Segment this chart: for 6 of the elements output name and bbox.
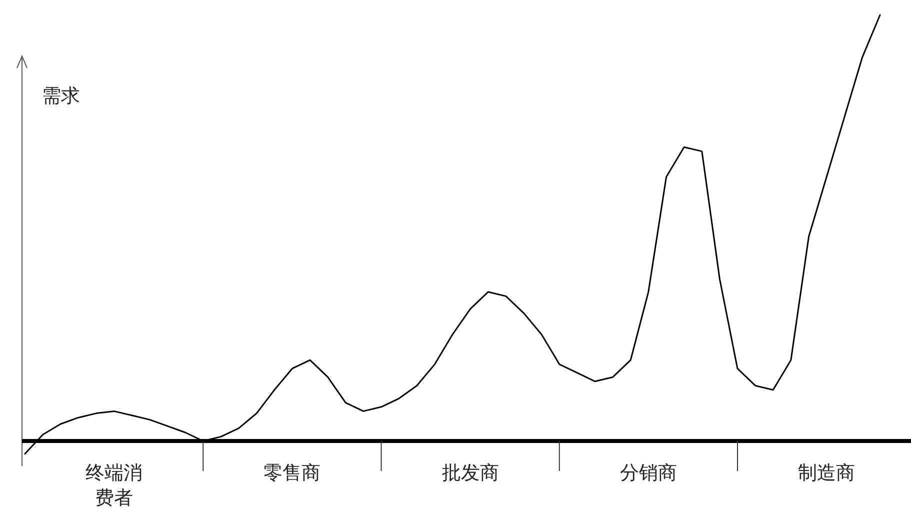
x-tick-label: 零售商 [264, 462, 321, 484]
y-axis-title: 需求 [42, 86, 80, 107]
x-tick-label: 分销商 [620, 462, 677, 484]
x-tick-label: 制造商 [798, 462, 856, 484]
x-tick-label: 批发商 [442, 462, 499, 484]
x-tick-label: 终端消费者 [86, 463, 143, 509]
